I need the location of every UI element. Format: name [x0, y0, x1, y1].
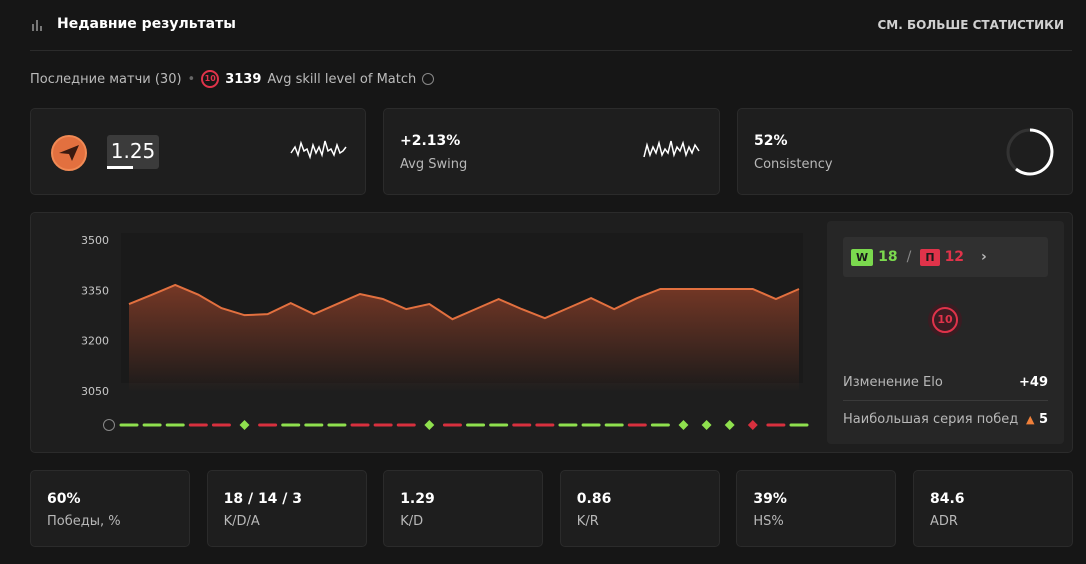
rating-value: 1.25 [107, 135, 159, 169]
consistency-label: Consistency [754, 157, 833, 172]
chevron: › [981, 249, 987, 265]
rating-bar [107, 166, 133, 169]
summary: Последние матчи (30) • 10 3139 Avg skill… [30, 70, 435, 88]
wins: 18 [878, 249, 898, 265]
loss-badge: П [920, 248, 940, 266]
level-wrap: 10 [928, 303, 962, 337]
win-badge: W [851, 248, 874, 266]
chart-panel: 3500 3350 3200 3050 W 18 / П 12 › 10 Измене… [30, 212, 1073, 453]
stat-value: 39% [753, 491, 787, 507]
y-tick-label: 3050 [81, 385, 109, 398]
divider [30, 50, 1072, 51]
consistency-card: 52% Consistency [737, 108, 1073, 195]
stat-label: HS% [753, 514, 784, 529]
y-tick-label: 3500 [81, 234, 109, 247]
stat-label: K/R [576, 514, 599, 529]
stat-card: 60% Победы, % [30, 470, 190, 547]
rating-icon [51, 135, 87, 171]
separator: / [906, 249, 912, 265]
fire-icon: ▲ [1025, 413, 1035, 426]
streak-number: 5 [1038, 412, 1048, 427]
chart-icon [32, 20, 42, 31]
swing-card: +2.13% Avg Swing [383, 108, 720, 195]
elo-chart: 3500 3350 3200 3050 [81, 233, 809, 431]
stat-card: 0.86 K/R [559, 470, 720, 547]
info-icon [103, 419, 115, 431]
level-badge: 10 [932, 307, 958, 333]
rating-card: 1.25 [30, 108, 366, 195]
stat-value: 1.29 [400, 491, 435, 507]
level-badge: 10 [201, 70, 220, 88]
losses: 12 [944, 249, 965, 265]
stat-label: K/D [400, 514, 424, 529]
stat-card: 1.29 K/D [383, 470, 544, 547]
more-stats-link[interactable]: СМ. БОЛЬШЕ СТАТИСТИКИ [877, 18, 1064, 32]
swing-label: Avg Swing [400, 157, 468, 172]
result-diamond [747, 420, 758, 430]
stat-label: K/D/A [223, 514, 260, 529]
result-diamond [424, 420, 435, 430]
line [128, 283, 800, 321]
stat-label: ADR [930, 514, 958, 529]
elo-change-value: +49 [1019, 375, 1048, 390]
sparkline [643, 140, 700, 158]
y-tick-label: 3200 [81, 335, 109, 348]
stat-card: 39% HS% [736, 470, 897, 547]
dot: • [187, 71, 196, 87]
result-diamond [239, 420, 250, 430]
section-title: Недавние результаты [57, 16, 236, 32]
info-icon[interactable] [422, 73, 435, 85]
area [129, 284, 799, 392]
elo-change-label: Изменение Elo [843, 375, 943, 390]
stat-label: Победы, % [47, 514, 121, 529]
matches-count: Последние матчи (30) [30, 71, 182, 87]
avg-label: Avg skill level of Match [267, 71, 417, 87]
streak-label: Наибольшая серия побед [843, 412, 1019, 427]
result-diamond [724, 420, 735, 430]
divider [843, 400, 1048, 401]
stat-card: 84.6 ADR [913, 470, 1073, 547]
consistency-value: 52% [754, 133, 788, 149]
result-diamond [701, 420, 712, 430]
y-tick-label: 3350 [81, 284, 109, 297]
sparkline [290, 140, 347, 160]
stat-value: 18 / 14 / 3 [223, 491, 303, 507]
win-loss[interactable]: W 18 / П 12 › [843, 237, 1048, 277]
result-diamond [678, 420, 689, 430]
streak-value: ▲ 5 [1026, 412, 1048, 427]
stat-value: 0.86 [576, 491, 612, 507]
side-panel: W 18 / П 12 › 10 Изменение Elo +49 Наибо… [827, 221, 1064, 444]
consistency-ring [1006, 128, 1054, 176]
stat-card: 18 / 14 / 3 K/D/A [206, 470, 367, 547]
swing-value: +2.13% [400, 133, 461, 149]
stat-value: 84.6 [930, 491, 965, 507]
avg-elo: 3139 [225, 71, 262, 87]
stat-value: 60% [47, 491, 81, 507]
